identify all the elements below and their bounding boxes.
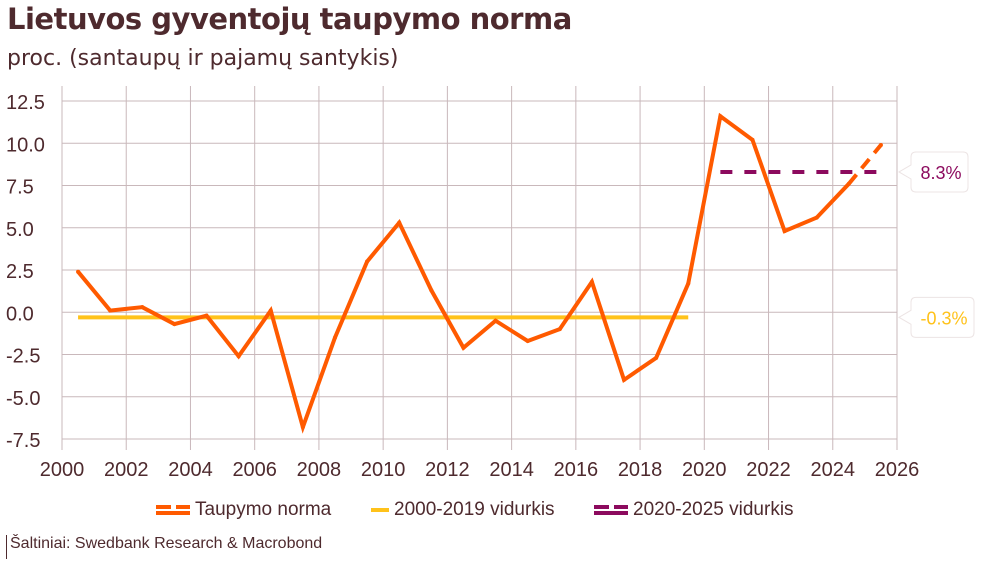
x-tick-label: 2022: [746, 459, 791, 481]
x-tick-label: 2012: [425, 459, 470, 481]
legend-label: 2000-2019 vidurkis: [394, 499, 555, 520]
series-taupymo-norma-forecast-line: [847, 143, 883, 186]
y-tick-label: 12.5: [6, 92, 45, 114]
data-point: [172, 322, 177, 327]
value-callout: 8.3%: [898, 151, 969, 193]
x-tick-label: 2018: [618, 459, 663, 481]
value-callout: -0.3%: [898, 296, 975, 338]
callout-label: -0.3%: [920, 308, 967, 328]
y-tick-label: 5.0: [6, 219, 34, 241]
legend-label: 2020-2025 vidurkis: [633, 499, 794, 520]
data-point: [814, 215, 819, 220]
data-point: [686, 281, 691, 286]
legend-swatch-yellow: [371, 508, 389, 512]
x-tick-label: 2020: [682, 459, 727, 481]
x-tick-label: 2002: [104, 459, 149, 481]
data-point: [76, 269, 81, 274]
x-tick-label: 2010: [361, 459, 406, 481]
x-tick-label: 2024: [811, 459, 856, 481]
legend-swatch-dashed-purple: [594, 505, 628, 515]
data-point: [108, 308, 113, 313]
callout-box: [898, 296, 975, 338]
y-tick-label: -5.0: [6, 388, 40, 410]
x-tick-label: 2016: [554, 459, 599, 481]
source-note: Šaltiniai: Swedbank Research & Macrobond: [6, 535, 322, 559]
x-tick-label: 2000: [40, 459, 85, 481]
x-tick-label: 2026: [875, 459, 920, 481]
data-point: [461, 345, 466, 350]
legend-item-2000-2019-vidurkis: 2000-2019 vidurkis: [370, 499, 555, 521]
chart-title: Lietuvos gyventojų taupymo norma: [7, 2, 572, 36]
data-point: [397, 220, 402, 225]
data-point: [300, 425, 305, 430]
legend-label: Taupymo norma: [195, 499, 332, 520]
data-point: [204, 313, 209, 318]
y-tick-label: -2.5: [6, 346, 40, 368]
data-point: [846, 181, 851, 186]
data-point: [365, 259, 370, 264]
data-point: [782, 229, 787, 234]
y-tick-label: 0.0: [6, 303, 34, 325]
data-point: [589, 279, 594, 284]
y-tick-label: 7.5: [6, 177, 34, 199]
data-point: [557, 327, 562, 332]
y-tick-label: -7.5: [6, 430, 40, 452]
x-tick-label: 2006: [232, 459, 277, 481]
legend-item-taupymo-norma: Taupymo norma: [155, 499, 331, 521]
callout-box: [898, 151, 969, 193]
series-taupymo-norma-line: [76, 112, 851, 434]
x-tick-label: 2014: [489, 459, 534, 481]
data-point: [525, 338, 530, 343]
chart-subtitle: proc. (santaupų ir pajamų santykis): [7, 46, 399, 71]
data-point: [622, 377, 627, 382]
x-tick-label: 2008: [297, 459, 342, 481]
data-point: [718, 114, 723, 119]
data-point: [236, 354, 241, 359]
x-tick-label: 2004: [168, 459, 213, 481]
data-point: [140, 305, 145, 310]
y-tick-label: 2.5: [6, 261, 34, 283]
data-point: [750, 137, 755, 142]
data-point: [332, 335, 337, 340]
data-point: [878, 142, 883, 147]
y-tick-label: 10.0: [6, 134, 45, 156]
data-point: [493, 318, 498, 323]
data-point: [429, 288, 434, 293]
data-point: [268, 308, 273, 313]
callout-label: 8.3%: [920, 163, 961, 183]
data-point: [654, 355, 659, 360]
legend-item-2020-2025-vidurkis: 2020-2025 vidurkis: [593, 499, 794, 521]
legend-swatch-dashed-orange: [156, 505, 190, 515]
